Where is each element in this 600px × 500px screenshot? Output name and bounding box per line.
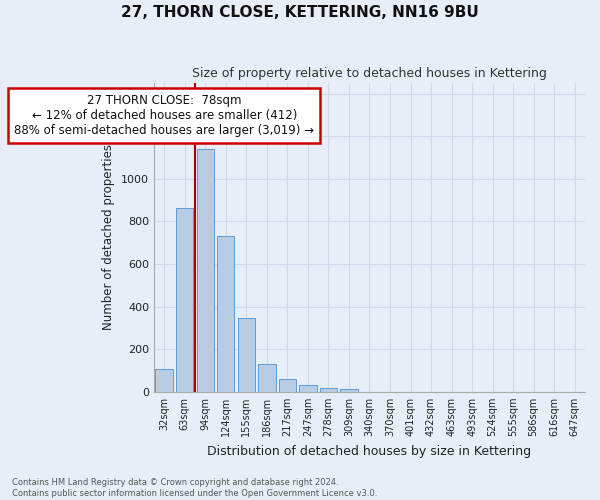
Bar — [238, 318, 255, 392]
Y-axis label: Number of detached properties: Number of detached properties — [103, 144, 115, 330]
Bar — [278, 378, 296, 392]
X-axis label: Distribution of detached houses by size in Kettering: Distribution of detached houses by size … — [208, 444, 532, 458]
Bar — [197, 149, 214, 392]
Bar — [155, 369, 173, 392]
Text: 27 THORN CLOSE:  78sqm
← 12% of detached houses are smaller (412)
88% of semi-de: 27 THORN CLOSE: 78sqm ← 12% of detached … — [14, 94, 314, 136]
Bar — [217, 236, 235, 392]
Text: 27, THORN CLOSE, KETTERING, NN16 9BU: 27, THORN CLOSE, KETTERING, NN16 9BU — [121, 5, 479, 20]
Title: Size of property relative to detached houses in Kettering: Size of property relative to detached ho… — [192, 68, 547, 80]
Bar — [299, 386, 317, 392]
Bar — [340, 389, 358, 392]
Bar — [176, 208, 193, 392]
Text: Contains HM Land Registry data © Crown copyright and database right 2024.
Contai: Contains HM Land Registry data © Crown c… — [12, 478, 377, 498]
Bar — [320, 388, 337, 392]
Bar — [258, 364, 275, 392]
